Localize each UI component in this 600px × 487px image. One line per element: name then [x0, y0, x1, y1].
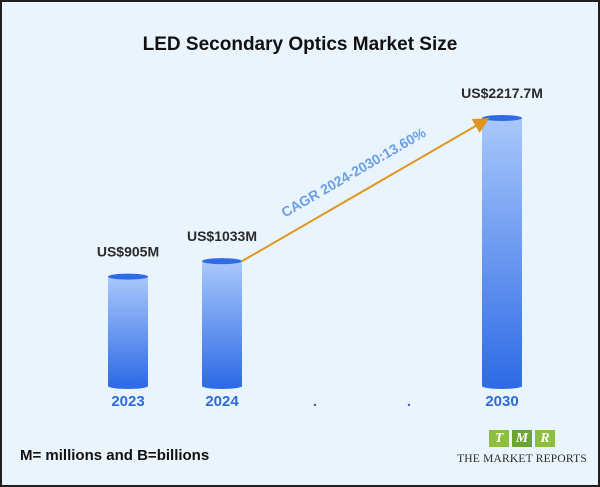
value-label-2024: US$1033M: [187, 228, 257, 244]
category-label: 2024: [205, 393, 239, 410]
tmr-logo: T M R THE MARKET REPORTS: [457, 430, 590, 470]
category-label: .: [407, 393, 411, 410]
logo-letter-t: T: [489, 430, 509, 447]
bar-cap-2023: [108, 273, 148, 280]
logo-letter-m: M: [512, 430, 532, 447]
bar-cap-2024: [202, 258, 242, 265]
logo-text: THE MARKET REPORTS: [457, 453, 587, 465]
bar-2023: [108, 276, 148, 386]
bar-base-2023: [108, 383, 148, 389]
category-label: 2023: [111, 393, 144, 410]
bar-2024: [202, 261, 242, 386]
value-label-2023: US$905M: [97, 244, 159, 260]
bar-2030: [482, 118, 522, 386]
bar-base-2030: [482, 383, 522, 389]
chart-title: LED Secondary Optics Market Size: [142, 34, 458, 55]
bar-base-2024: [202, 383, 242, 389]
bar-cap-2030: [482, 115, 522, 121]
footnote: M= millions and B=billions: [20, 447, 210, 464]
cagr-label: CAGR 2024-2030:13.60%: [278, 124, 429, 220]
value-label-2030: US$2217.7M: [461, 85, 543, 101]
logo-letter-r: R: [535, 430, 555, 447]
cagr-arrow: [241, 117, 490, 263]
category-label: 2030: [485, 393, 518, 410]
category-label: .: [313, 393, 317, 410]
